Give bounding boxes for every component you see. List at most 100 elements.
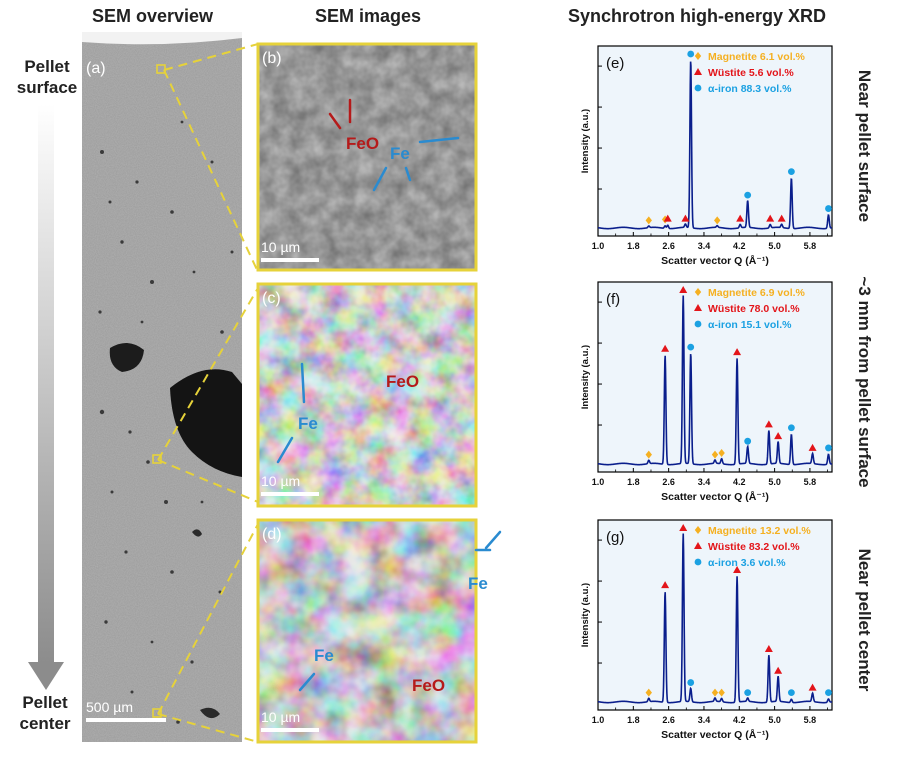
peak-marker-alpha-iron (787, 689, 795, 697)
panel-c-scalebar-label: 10 µm (261, 473, 301, 489)
peak-marker-alpha-iron (687, 50, 695, 58)
header-sem-overview: SEM overview (92, 6, 214, 26)
label-pellet-surface: Pellet surface (8, 56, 86, 98)
label-pellet-surface-line1: Pellet (24, 57, 70, 76)
x-tick-label: 5.0 (768, 715, 781, 725)
legend-entry: Wüstite 5.6 vol.% (708, 67, 794, 79)
plot-area (597, 281, 833, 473)
legend-entry: α-iron 15.1 vol.% (708, 319, 792, 331)
x-tick-label: 1.8 (627, 241, 640, 251)
peak-marker-alpha-iron (825, 205, 832, 212)
position-label-f: ~3 mm from pellet surface (855, 276, 874, 488)
peak-marker-wustite (679, 286, 688, 293)
x-tick-label: 5.8 (804, 241, 817, 251)
panel-a-letter: (a) (86, 60, 106, 77)
xrd-pattern-line (597, 61, 833, 230)
panel-d-scalebar (261, 728, 319, 732)
panel-d-label-fe-1: Fe (468, 574, 488, 593)
legend-entry: Magnetite 6.1 vol.% (708, 51, 806, 63)
peak-marker-wustite (733, 566, 742, 573)
xrd-chart-g: 1.0 1.8 2.6 3.4 4.2 5.0 5.8 (g) Magnetite 13.2 v… (580, 519, 833, 741)
x-axis-label: Scatter vector Q (Å⁻¹) (661, 728, 769, 741)
legend-marker-circle (694, 558, 702, 566)
panel-a-scalebar (86, 718, 166, 722)
x-tick-label: 4.2 (733, 715, 746, 725)
sem-images (256, 42, 502, 744)
x-tick-label: 3.4 (698, 715, 711, 725)
panel-b-scalebar-label: 10 µm (261, 239, 301, 255)
legend-marker-triangle (694, 542, 702, 549)
x-axis-label: Scatter vector Q (Å⁻¹) (661, 490, 769, 503)
peak-marker-wustite (663, 214, 672, 222)
position-label-g: Near pellet center (855, 548, 874, 692)
depth-arrow-icon (28, 104, 64, 690)
peak-marker-alpha-iron (687, 343, 695, 351)
marker-b (156, 64, 166, 74)
panel-b-label-feo: FeO (346, 134, 380, 153)
peak-marker-wustite (681, 214, 690, 222)
panel-c-sem-image (256, 282, 478, 508)
xrd-panel-letter: (f) (606, 291, 620, 308)
legend-marker-circle (694, 320, 702, 328)
panel-d-label-feo: FeO (412, 676, 446, 695)
x-tick-label: 3.4 (698, 241, 711, 251)
peak-marker-wustite (777, 214, 786, 222)
legend-entry: α-iron 3.6 vol.% (708, 557, 786, 569)
legend-marker-triangle (694, 304, 702, 311)
y-axis-label: Intensity (a.u.) (580, 109, 591, 173)
y-axis-label: Intensity (a.u.) (580, 583, 591, 647)
marker-c (152, 454, 162, 464)
x-tick-label: 5.0 (768, 241, 781, 251)
panel-d-label-fe-2: Fe (314, 646, 334, 665)
legend-marker-diamond (694, 526, 702, 534)
x-tick-label: 1.0 (592, 477, 605, 487)
peak-marker-wustite (679, 524, 688, 531)
peak-marker-wustite (764, 420, 773, 428)
peak-marker-alpha-iron (825, 444, 832, 452)
legend-entry: Magnetite 13.2 vol.% (708, 525, 811, 537)
peak-marker-wustite (766, 214, 775, 222)
legend-marker-circle (694, 84, 702, 92)
header-sem-images: SEM images (315, 6, 422, 26)
position-label-e: Near pellet surface (855, 69, 874, 223)
xrd-pattern-line (597, 533, 833, 704)
x-tick-label: 2.6 (662, 241, 675, 251)
xrd-chart-f: 1.0 1.8 2.6 3.4 4.2 5.0 5.8 (f) Magnetite 6.9 vo… (580, 281, 833, 503)
panel-c-label-feo: FeO (386, 372, 420, 391)
peak-marker-alpha-iron (744, 689, 752, 697)
legend-marker-diamond (694, 52, 702, 60)
panel-c-letter: (c) (262, 290, 281, 307)
header-xrd: Synchrotron high-energy XRD (568, 6, 827, 26)
zoom-connectors (152, 43, 259, 743)
peak-marker-wustite (764, 644, 773, 652)
peak-marker-alpha-iron (825, 689, 832, 697)
x-tick-label: 1.8 (627, 477, 640, 487)
x-tick-label: 1.8 (627, 715, 640, 725)
panel-a-scalebar-label: 500 µm (86, 699, 133, 715)
panel-a-sem-overview (82, 32, 242, 742)
x-tick-label: 2.6 (662, 715, 675, 725)
peak-marker-alpha-iron (687, 679, 695, 686)
peak-marker-wustite (736, 214, 745, 222)
x-tick-label: 1.0 (592, 241, 605, 251)
legend-entry: Wüstite 78.0 vol.% (708, 303, 800, 315)
peak-marker-wustite (661, 344, 670, 352)
position-label-e-box: Near pellet surface (852, 56, 876, 236)
xrd-chart-e: 1.0 1.8 2.6 3.4 4.2 5.0 5.8 (e) Magnetite 6.1 vo… (580, 45, 833, 267)
position-label-g-box: Near pellet center (852, 530, 876, 710)
panel-c-label-fe: Fe (298, 414, 318, 433)
label-pellet-center: Pellet center (6, 692, 84, 734)
peak-marker-alpha-iron (787, 424, 795, 432)
x-tick-label: 5.8 (804, 715, 817, 725)
panel-d-sem-image (256, 518, 478, 744)
x-tick-label: 4.2 (733, 477, 746, 487)
plot-area (597, 519, 833, 711)
panel-b-label-fe: Fe (390, 144, 410, 163)
xrd-panel-letter: (e) (606, 55, 624, 72)
x-tick-label: 1.0 (592, 715, 605, 725)
panel-d-letter: (d) (262, 526, 282, 543)
xrd-pattern-line (597, 295, 833, 466)
peak-marker-wustite (774, 432, 783, 440)
legend-entry: α-iron 88.3 vol.% (708, 83, 792, 95)
legend-marker-triangle (694, 68, 702, 75)
